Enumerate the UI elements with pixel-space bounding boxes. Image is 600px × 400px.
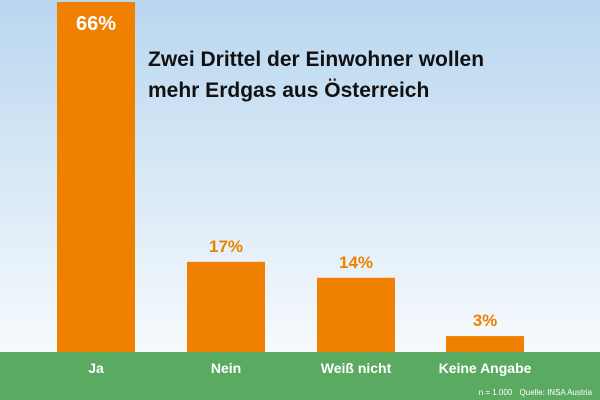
category-label-keine-angabe: Keine Angabe bbox=[439, 360, 532, 376]
bar-keine-angabe bbox=[446, 336, 524, 352]
ground-band bbox=[0, 352, 600, 400]
value-label-keine-angabe: 3% bbox=[473, 311, 498, 330]
bar-weiß-nicht bbox=[317, 277, 395, 352]
value-label-weiß-nicht: 14% bbox=[339, 253, 373, 272]
category-label-nein: Nein bbox=[211, 360, 241, 376]
chart-title: Zwei Drittel der Einwohner wollen mehr E… bbox=[148, 44, 588, 106]
bar-ja bbox=[57, 2, 135, 352]
bar-nein bbox=[187, 261, 265, 352]
value-label-ja: 66% bbox=[76, 13, 116, 35]
category-label-weiß-nicht: Weiß nicht bbox=[321, 360, 392, 376]
value-label-nein: 17% bbox=[209, 237, 243, 256]
chart-title-line-1: Zwei Drittel der Einwohner wollen bbox=[148, 48, 485, 71]
chart-title-line-2: mehr Erdgas aus Österreich bbox=[148, 79, 430, 102]
category-label-ja: Ja bbox=[88, 360, 104, 376]
source-text: Quelle: INSA Austria bbox=[519, 388, 592, 397]
sample-size-text: n = 1.000 bbox=[478, 388, 513, 397]
source-note: n = 1.000 Quelle: INSA Austria bbox=[479, 388, 592, 398]
